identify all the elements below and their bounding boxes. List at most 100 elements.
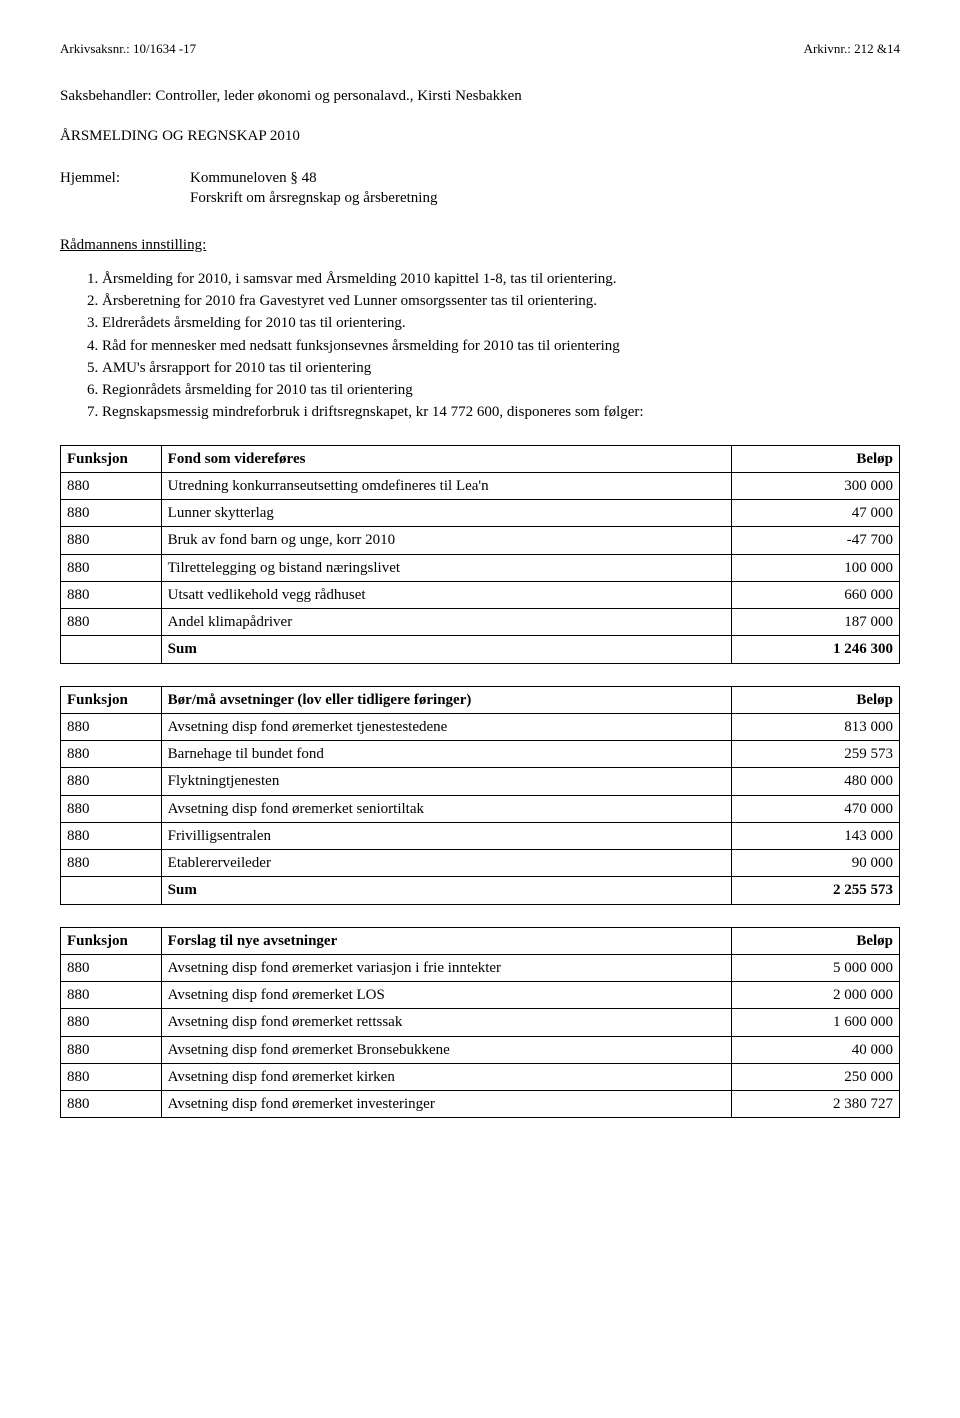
cell-funksjon: 880 <box>61 741 162 768</box>
arkivsaksnr: Arkivsaksnr.: 10/1634 -17 <box>60 40 196 58</box>
hjemmel-body: Kommuneloven § 48 Forskrift om årsregnsk… <box>190 168 437 209</box>
cell-belop: 250 000 <box>732 1063 900 1090</box>
table-row: 880Frivilligsentralen143 000 <box>61 822 900 849</box>
cell-desc: Flyktningtjenesten <box>161 768 732 795</box>
list-item: Råd for mennesker med nedsatt funksjonse… <box>102 336 900 356</box>
cell-desc: Avsetning disp fond øremerket tjenestest… <box>161 713 732 740</box>
cell-sum-label: Sum <box>161 636 732 663</box>
innstilling-list: Årsmelding for 2010, i samsvar med Årsme… <box>60 269 900 423</box>
cell-funksjon: 880 <box>61 795 162 822</box>
cell-funksjon: 880 <box>61 1063 162 1090</box>
list-item: Eldrerådets årsmelding for 2010 tas til … <box>102 313 900 333</box>
table-row: 880Avsetning disp fond øremerket variasj… <box>61 954 900 981</box>
list-item: Årsmelding for 2010, i samsvar med Årsme… <box>102 269 900 289</box>
cell-belop: 47 000 <box>732 500 900 527</box>
saksbehandler-value: Controller, leder økonomi og personalavd… <box>155 88 521 104</box>
doc-header: Arkivsaksnr.: 10/1634 -17 Arkivnr.: 212 … <box>60 40 900 58</box>
cell-desc: Frivilligsentralen <box>161 822 732 849</box>
th-belop: Beløp <box>732 927 900 954</box>
cell-desc: Barnehage til bundet fond <box>161 741 732 768</box>
cell-sum-label: Sum <box>161 877 732 904</box>
table-row: 880Avsetning disp fond øremerket investe… <box>61 1091 900 1118</box>
list-item: Årsberetning for 2010 fra Gavestyret ved… <box>102 291 900 311</box>
arkivnr-label: Arkivnr.: <box>804 41 851 56</box>
cell-funksjon: 880 <box>61 1009 162 1036</box>
table-row: 880Avsetning disp fond øremerket Bronseb… <box>61 1036 900 1063</box>
table-row: 880Utredning konkurranseutsetting omdefi… <box>61 472 900 499</box>
hjemmel-block: Hjemmel: Kommuneloven § 48 Forskrift om … <box>60 168 900 209</box>
th-funksjon: Funksjon <box>61 927 162 954</box>
cell-funksjon: 880 <box>61 1036 162 1063</box>
saksbehandler-line: Saksbehandler: Controller, leder økonomi… <box>60 86 900 106</box>
cell-desc: Avsetning disp fond øremerket investerin… <box>161 1091 732 1118</box>
saksbehandler-label: Saksbehandler: <box>60 88 152 104</box>
table-nye-avsetninger: Funksjon Forslag til nye avsetninger Bel… <box>60 927 900 1119</box>
cell-belop: 1 600 000 <box>732 1009 900 1036</box>
cell-funksjon: 880 <box>61 850 162 877</box>
cell-funksjon: 880 <box>61 472 162 499</box>
cell-funksjon: 880 <box>61 768 162 795</box>
cell-belop: 5 000 000 <box>732 954 900 981</box>
cell-belop: 40 000 <box>732 1036 900 1063</box>
cell-belop: 2 380 727 <box>732 1091 900 1118</box>
table-sum-row: Sum1 246 300 <box>61 636 900 663</box>
list-item: Regionrådets årsmelding for 2010 tas til… <box>102 380 900 400</box>
cell-desc: Bruk av fond barn og unge, korr 2010 <box>161 527 732 554</box>
th-funksjon: Funksjon <box>61 686 162 713</box>
cell-belop: 259 573 <box>732 741 900 768</box>
list-item: Regnskapsmessig mindreforbruk i driftsre… <box>102 402 900 422</box>
arkivsaksnr-label: Arkivsaksnr.: <box>60 41 130 56</box>
list-item: AMU's årsrapport for 2010 tas til orient… <box>102 358 900 378</box>
table-bor-ma-avsetninger: Funksjon Bør/må avsetninger (lov eller t… <box>60 686 900 905</box>
th-belop: Beløp <box>732 445 900 472</box>
cell-sum-value: 2 255 573 <box>732 877 900 904</box>
table-row: 880Lunner skytterlag47 000 <box>61 500 900 527</box>
cell-funksjon <box>61 877 162 904</box>
table-row: 880Tilrettelegging og bistand næringsliv… <box>61 554 900 581</box>
cell-belop: 2 000 000 <box>732 982 900 1009</box>
table-sum-row: Sum2 255 573 <box>61 877 900 904</box>
cell-belop: 300 000 <box>732 472 900 499</box>
cell-desc: Utsatt vedlikehold vegg rådhuset <box>161 581 732 608</box>
table-row: 880Andel klimapådriver187 000 <box>61 609 900 636</box>
table-fond-videreferes: Funksjon Fond som videreføres Beløp 880U… <box>60 445 900 664</box>
cell-belop: -47 700 <box>732 527 900 554</box>
cell-funksjon: 880 <box>61 954 162 981</box>
innstilling-heading: Rådmannens innstilling: <box>60 235 900 255</box>
th-desc: Fond som videreføres <box>161 445 732 472</box>
cell-sum-value: 1 246 300 <box>732 636 900 663</box>
hjemmel-line1: Kommuneloven § 48 <box>190 168 437 188</box>
table-row: 880Avsetning disp fond øremerket seniort… <box>61 795 900 822</box>
cell-funksjon: 880 <box>61 609 162 636</box>
cell-desc: Avsetning disp fond øremerket variasjon … <box>161 954 732 981</box>
cell-desc: Avsetning disp fond øremerket Bronsebukk… <box>161 1036 732 1063</box>
cell-belop: 480 000 <box>732 768 900 795</box>
cell-funksjon: 880 <box>61 554 162 581</box>
table-row: 880Avsetning disp fond øremerket tjenest… <box>61 713 900 740</box>
cell-funksjon: 880 <box>61 982 162 1009</box>
cell-belop: 100 000 <box>732 554 900 581</box>
table-row: 880Utsatt vedlikehold vegg rådhuset660 0… <box>61 581 900 608</box>
hjemmel-line2: Forskrift om årsregnskap og årsberetning <box>190 188 437 208</box>
cell-funksjon: 880 <box>61 822 162 849</box>
th-funksjon: Funksjon <box>61 445 162 472</box>
th-desc: Bør/må avsetninger (lov eller tidligere … <box>161 686 732 713</box>
cell-belop: 813 000 <box>732 713 900 740</box>
table-row: 880Avsetning disp fond øremerket kirken2… <box>61 1063 900 1090</box>
table-row: 880Etablererveileder90 000 <box>61 850 900 877</box>
cell-desc: Lunner skytterlag <box>161 500 732 527</box>
cell-desc: Etablererveileder <box>161 850 732 877</box>
cell-belop: 470 000 <box>732 795 900 822</box>
cell-belop: 90 000 <box>732 850 900 877</box>
table-row: 880Barnehage til bundet fond259 573 <box>61 741 900 768</box>
table-row: 880Flyktningtjenesten480 000 <box>61 768 900 795</box>
page-title: ÅRSMELDING OG REGNSKAP 2010 <box>60 126 900 146</box>
table-row: 880Bruk av fond barn og unge, korr 2010-… <box>61 527 900 554</box>
cell-desc: Utredning konkurranseutsetting omdefiner… <box>161 472 732 499</box>
cell-desc: Avsetning disp fond øremerket seniortilt… <box>161 795 732 822</box>
table-row: 880Avsetning disp fond øremerket LOS2 00… <box>61 982 900 1009</box>
th-belop: Beløp <box>732 686 900 713</box>
cell-desc: Tilrettelegging og bistand næringslivet <box>161 554 732 581</box>
cell-funksjon: 880 <box>61 581 162 608</box>
arkivnr: Arkivnr.: 212 &14 <box>804 40 900 58</box>
